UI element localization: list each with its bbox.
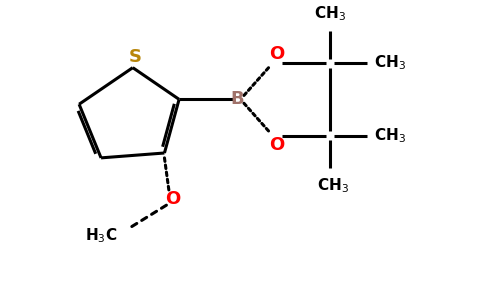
Text: B: B	[231, 90, 244, 108]
Text: CH$_3$: CH$_3$	[374, 53, 406, 72]
Text: CH$_3$: CH$_3$	[314, 4, 346, 23]
Text: CH$_3$: CH$_3$	[317, 176, 348, 195]
Text: S: S	[129, 48, 142, 66]
Text: O: O	[269, 45, 284, 63]
Text: O: O	[269, 136, 284, 154]
Text: CH$_3$: CH$_3$	[374, 127, 406, 145]
Text: O: O	[165, 190, 180, 208]
Text: H$_3$C: H$_3$C	[85, 226, 117, 245]
